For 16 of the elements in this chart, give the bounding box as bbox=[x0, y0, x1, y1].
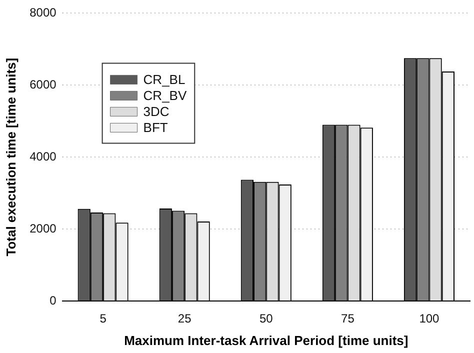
x-tick-label: 5 bbox=[100, 312, 107, 326]
legend-label: CR_BL bbox=[143, 72, 186, 87]
legend-label: 3DC bbox=[143, 104, 170, 119]
x-tick-label: 75 bbox=[341, 312, 355, 326]
y-tick-label: 4000 bbox=[30, 149, 57, 164]
legend-label: BFT bbox=[143, 120, 168, 135]
y-tick-label: 0 bbox=[50, 293, 57, 308]
x-tick-label: 50 bbox=[259, 312, 274, 326]
legend-label: CR_BV bbox=[143, 88, 187, 103]
x-tick-label: 25 bbox=[178, 312, 192, 326]
y-tick-label: 6000 bbox=[30, 77, 57, 92]
y-tick-label: 2000 bbox=[30, 221, 57, 236]
x-tick-label: 100 bbox=[419, 312, 440, 326]
y-axis-title: Total execution time [time units] bbox=[3, 58, 18, 256]
y-tick-label: 8000 bbox=[30, 6, 57, 20]
x-axis-title: Maximum Inter-task Arrival Period [time units] bbox=[124, 332, 408, 348]
